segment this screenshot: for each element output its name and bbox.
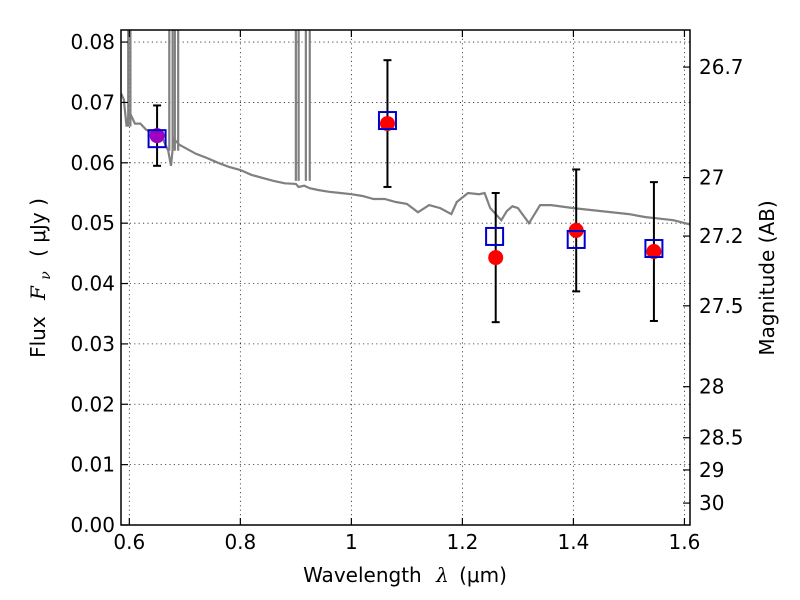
observed-point bbox=[379, 116, 395, 132]
y-tick-label: 0.05 bbox=[70, 211, 115, 235]
mag-tick-label: 30 bbox=[699, 491, 724, 515]
mag-tick-label: 28.5 bbox=[699, 426, 744, 450]
observed-point bbox=[488, 250, 504, 266]
x-tick-label: 1.2 bbox=[446, 530, 478, 554]
y-tick-label: 0.01 bbox=[70, 453, 115, 477]
y-axis-title: Flux F ν ( μJy ) bbox=[26, 198, 55, 358]
synthetic-point bbox=[147, 129, 167, 149]
y-axis-symbol: F bbox=[26, 285, 50, 301]
model-spectrum-line bbox=[121, 92, 690, 226]
y-tick-label: 0.08 bbox=[70, 30, 115, 54]
x-axis-title-prefix: Wavelength bbox=[303, 563, 422, 587]
y-tick-label: 0.07 bbox=[70, 90, 115, 114]
mag-tick-label: 27.5 bbox=[699, 294, 744, 318]
mag-tick-label: 29 bbox=[699, 458, 724, 482]
x-axis-title: Wavelength λ (μm) bbox=[303, 563, 507, 587]
x-tick-label: 1.4 bbox=[558, 530, 590, 554]
x-tick-label: 1.6 bbox=[669, 530, 701, 554]
y-tick-label: 0.02 bbox=[70, 392, 115, 416]
x-axis-unit: (μm) bbox=[459, 563, 507, 587]
synthetic-point bbox=[377, 111, 397, 131]
x-tick-label: 0.8 bbox=[224, 530, 256, 554]
plot-area bbox=[121, 30, 690, 324]
synthetic-point bbox=[566, 229, 586, 249]
axes: 0.6 0.8 1 1.2 1.4 1.6 0.00 0.01 0.02 0.03 0.04 0.05… bbox=[70, 29, 744, 554]
y-axis-title-prefix: Flux bbox=[26, 316, 50, 358]
y-axis-subscript: ν bbox=[38, 271, 54, 280]
grid bbox=[121, 30, 690, 525]
mag-tick-label: 27.2 bbox=[699, 224, 744, 248]
x-tick-label: 1 bbox=[345, 530, 358, 554]
observed-point bbox=[149, 128, 165, 144]
plot-frame bbox=[120, 29, 691, 526]
synthetic-point bbox=[485, 226, 505, 246]
y-tick-label: 0.06 bbox=[70, 151, 115, 175]
y-tick-label: 0.03 bbox=[70, 332, 115, 356]
synthetic-point bbox=[644, 239, 664, 259]
y-tick-label: 0.00 bbox=[70, 513, 115, 537]
y2-axis-title: Magnitude (AB) bbox=[755, 200, 779, 355]
y-tick-label: 0.04 bbox=[70, 272, 115, 296]
observed-point bbox=[646, 244, 662, 260]
mag-tick-label: 28 bbox=[699, 375, 724, 399]
x-tick-label: 0.6 bbox=[113, 530, 145, 554]
mag-tick-label: 26.7 bbox=[699, 55, 744, 79]
mag-tick-label: 27 bbox=[699, 166, 724, 190]
x-axis-symbol: λ bbox=[435, 563, 449, 587]
y-axis-unit: ( μJy ) bbox=[26, 198, 50, 257]
